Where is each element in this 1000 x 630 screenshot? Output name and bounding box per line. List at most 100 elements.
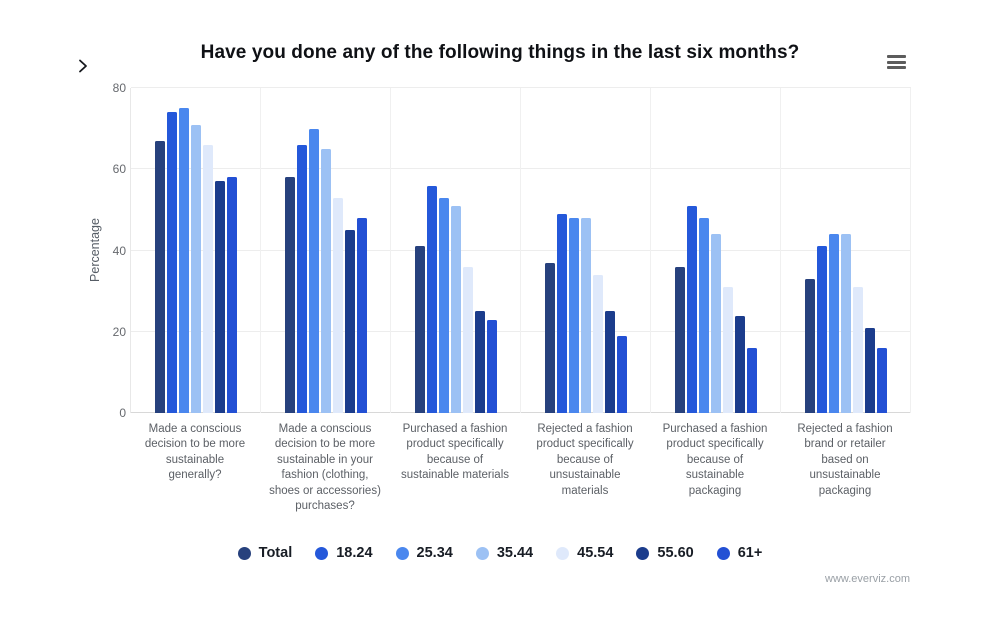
gridline-horizontal <box>131 249 911 251</box>
bar-Total[interactable] <box>415 246 425 413</box>
legend-swatch-icon <box>237 546 251 560</box>
legend-label: 45.54 <box>577 545 614 561</box>
x-axis-category-label: Made a conscious decision to be more sus… <box>269 423 381 513</box>
x-axis-category-label: Rejected a fashion product specifically … <box>536 423 634 497</box>
x-axis-category-labels: Made a conscious decision to be more sus… <box>130 422 910 514</box>
legend-swatch-icon <box>636 546 650 560</box>
gridline-horizontal <box>131 87 911 88</box>
legend-label: 18.24 <box>336 545 373 561</box>
x-axis-category-label: Rejected a fashion brand or retailer bas… <box>797 423 893 497</box>
legend-label: 55.60 <box>657 545 694 561</box>
y-axis-tick-label: 40 <box>112 243 126 258</box>
bar-61+[interactable] <box>747 348 757 413</box>
legend-item-45.54[interactable]: 45.54 <box>556 545 613 561</box>
bar-group <box>651 88 781 413</box>
y-axis-tick-label: 80 <box>112 81 126 95</box>
bar-35.44[interactable] <box>841 234 851 413</box>
bar-group <box>521 88 651 413</box>
bar-45.54[interactable] <box>593 274 603 413</box>
chart-title: Have you done any of the following thing… <box>200 42 800 63</box>
legend-swatch-icon <box>475 546 489 560</box>
bar-35.44[interactable] <box>711 234 721 413</box>
bar-25.34[interactable] <box>829 234 839 413</box>
legend-item-18.24[interactable]: 18.24 <box>315 545 373 561</box>
legend-item-61+[interactable]: 61+ <box>716 545 763 561</box>
legend-item-55.60[interactable]: 55.60 <box>636 545 694 561</box>
legend-item-25.34[interactable]: 25.34 <box>395 545 453 561</box>
legend: Total 18.24 25.34 35.44 45.54 55.60 61+ <box>0 545 1000 561</box>
hamburger-menu-icon[interactable] <box>887 55 906 69</box>
bar-18.24[interactable] <box>687 205 697 413</box>
bar-35.44[interactable] <box>451 205 461 413</box>
gridline-horizontal <box>131 330 911 332</box>
gridline-vertical <box>259 88 261 413</box>
bar-groups <box>131 88 911 413</box>
y-axis-tick-labels: 0 20 40 60 80 <box>100 81 126 420</box>
bar-Total[interactable] <box>155 140 165 413</box>
bar-45.54[interactable] <box>853 287 863 413</box>
bar-Total[interactable] <box>805 278 815 413</box>
bar-18.24[interactable] <box>427 185 437 413</box>
bar-18.24[interactable] <box>167 112 177 413</box>
gridline-vertical <box>910 88 911 413</box>
legend-item-Total[interactable]: Total <box>237 545 293 561</box>
bar-55.60[interactable] <box>865 327 875 413</box>
bar-45.54[interactable] <box>723 287 733 413</box>
bar-55.60[interactable] <box>605 311 615 413</box>
bar-45.54[interactable] <box>203 144 213 413</box>
bar-61+[interactable] <box>877 348 887 413</box>
bar-18.24[interactable] <box>297 144 307 413</box>
bar-group <box>131 88 261 413</box>
legend-label: 35.44 <box>496 545 534 561</box>
menu-bar <box>887 55 906 58</box>
bar-25.34[interactable] <box>699 218 709 413</box>
gridline-horizontal <box>131 412 911 413</box>
bar-55.60[interactable] <box>345 230 355 413</box>
chevron-right-icon[interactable] <box>75 58 91 74</box>
bar-61+[interactable] <box>227 177 237 413</box>
bar-group <box>781 88 911 413</box>
bar-61+[interactable] <box>617 335 627 413</box>
plot-area <box>130 87 911 413</box>
legend-label: Total <box>258 545 293 561</box>
bar-group <box>391 88 521 413</box>
bar-25.34[interactable] <box>569 218 579 413</box>
legend-label: 61+ <box>737 545 763 561</box>
bar-45.54[interactable] <box>333 197 343 413</box>
bar-61+[interactable] <box>487 319 497 413</box>
bar-25.34[interactable] <box>179 108 189 413</box>
legend-item-35.44[interactable]: 35.44 <box>475 545 534 561</box>
y-axis-tick-label: 0 <box>119 406 126 420</box>
bar-35.44[interactable] <box>321 148 331 413</box>
gridline-vertical <box>389 88 391 413</box>
legend-swatch-icon <box>315 546 329 560</box>
legend-swatch-icon <box>556 546 570 560</box>
menu-bar <box>887 60 906 64</box>
gridline-vertical <box>780 88 781 413</box>
legend-swatch-icon <box>395 546 409 560</box>
gridline-horizontal <box>131 168 911 170</box>
bar-55.60[interactable] <box>215 181 225 413</box>
bar-55.60[interactable] <box>735 315 745 413</box>
x-axis-category-label: Purchased a fashion product specifically… <box>662 423 768 497</box>
bar-25.34[interactable] <box>439 197 449 413</box>
bar-18.24[interactable] <box>817 246 827 413</box>
bar-45.54[interactable] <box>463 266 473 413</box>
bar-25.34[interactable] <box>309 128 319 413</box>
bar-group <box>261 88 391 413</box>
bar-Total[interactable] <box>285 177 295 413</box>
legend-swatch-icon <box>716 546 730 560</box>
menu-bar <box>887 66 906 69</box>
bar-55.60[interactable] <box>475 311 485 413</box>
legend-label: 25.34 <box>416 545 453 561</box>
bar-35.44[interactable] <box>581 218 591 413</box>
gridline-vertical <box>520 88 521 413</box>
bar-Total[interactable] <box>545 262 555 413</box>
bar-35.44[interactable] <box>191 124 201 413</box>
x-axis-category-label: Made a conscious decision to be more sus… <box>144 423 246 482</box>
bar-18.24[interactable] <box>557 213 567 413</box>
bar-61+[interactable] <box>357 218 367 413</box>
bar-Total[interactable] <box>675 266 685 413</box>
watermark-link[interactable]: www.everviz.com <box>825 573 910 585</box>
